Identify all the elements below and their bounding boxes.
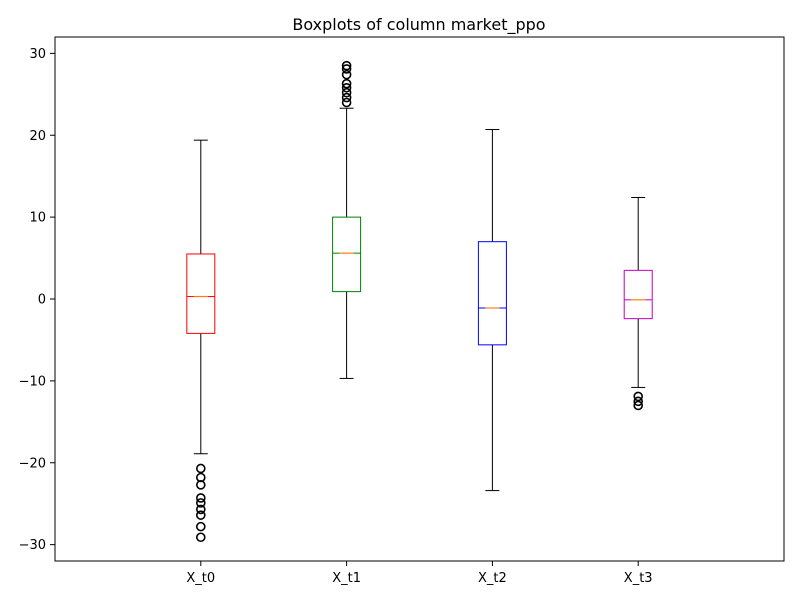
chart-title: Boxplots of column market_ppo [292,15,545,35]
x-tick-label: X_t3 [624,571,653,586]
outlier-point [196,510,206,520]
y-tick-label: 20 [29,129,46,144]
outlier-point [196,504,206,515]
outlier-point [341,97,352,108]
box-body [623,269,653,320]
outlier-point [633,400,644,411]
x-tick-label: X_t0 [186,571,215,586]
outlier-point [196,493,206,503]
y-tick-label: 10 [29,211,46,226]
boxes [186,60,653,543]
x-tick-label: X_t1 [332,571,361,586]
y-tick-label: −20 [19,456,46,471]
outlier-point [341,82,352,93]
outlier-point [633,391,644,402]
box-body [477,241,507,346]
tick-labels: −30 −20 −10 0 10 20 30 X_t0 X_t1 X_t2 X_t3 [19,47,653,586]
box-X_t0 [186,139,216,543]
y-tick-label: 0 [38,293,46,308]
outlier-point [341,69,352,80]
outlier-point [633,396,644,407]
box-X_t2 [477,129,507,492]
axes [50,36,785,566]
outlier-point [196,498,206,508]
y-tick-label: −30 [19,538,46,553]
box-body [332,216,362,293]
box-body [186,253,216,334]
outlier-point [196,532,206,543]
outlier-point [196,521,206,532]
plot-frame [54,36,785,562]
outlier-point [196,463,206,474]
outlier-point [341,87,352,98]
outlier-point [341,64,352,74]
x-tick-label: X_t2 [478,571,507,586]
outlier-point [341,78,352,89]
box-X_t3 [623,196,653,411]
y-tick-label: −10 [19,374,46,389]
outlier-point [196,480,206,490]
box-X_t1 [332,60,362,379]
outlier-point [341,60,352,71]
outlier-point [341,92,352,103]
y-tick-label: 30 [29,47,46,62]
